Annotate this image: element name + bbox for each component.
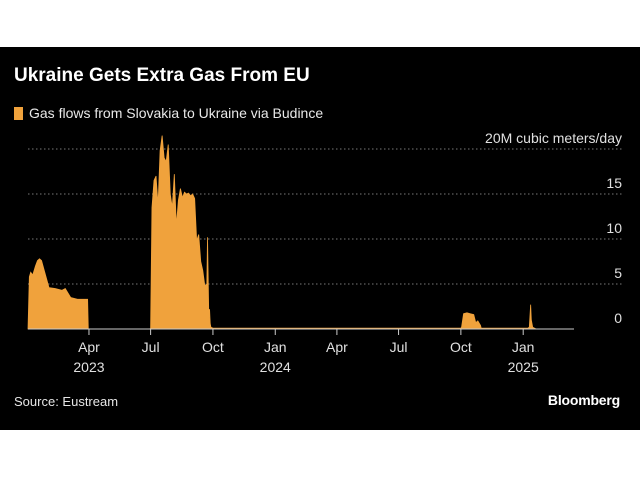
bloomberg-logo: Bloomberg: [547, 392, 620, 408]
y-tick-label: 10: [606, 220, 622, 236]
x-year-label: 2023: [73, 359, 104, 375]
y-tick-label: 15: [606, 175, 622, 191]
x-year-label: 2024: [260, 359, 291, 375]
legend: Gas flows from Slovakia to Ukraine via B…: [14, 105, 323, 121]
x-tick-label: Oct: [450, 339, 472, 355]
legend-swatch: [14, 106, 23, 120]
area-layer: [27, 135, 537, 330]
grid-layer: [28, 148, 624, 285]
x-tick-label: Jul: [390, 339, 408, 355]
chart-svg: 0 5 10 15 20M cubic meters/day Apr 2023 Jul Oct J…: [27, 130, 624, 375]
x-tick-label: Apr: [78, 339, 100, 355]
chart-title: Ukraine Gets Extra Gas From EU: [14, 65, 310, 86]
x-tick-label: Oct: [202, 339, 224, 355]
x-tick-label: Apr: [326, 339, 348, 355]
source-note: Source: Eustream: [14, 394, 119, 409]
x-tick-label: Jan: [264, 339, 287, 355]
axis-layer: 0 5 10 15 20M cubic meters/day Apr 2023 Jul Oct J…: [28, 130, 622, 375]
legend-label: Gas flows from Slovakia to Ukraine via B…: [29, 105, 324, 121]
y-tick-label: 5: [614, 265, 622, 281]
x-tick-label: Jul: [142, 339, 160, 355]
x-year-label: 2025: [508, 359, 539, 375]
y-tick-label: 20M cubic meters/day: [485, 130, 622, 146]
series-area: [27, 135, 537, 330]
y-tick-label: 0: [614, 310, 622, 326]
chart-frame: Ukraine Gets Extra Gas From EU Gas flows…: [0, 47, 640, 430]
x-tick-label: Jan: [512, 339, 535, 355]
